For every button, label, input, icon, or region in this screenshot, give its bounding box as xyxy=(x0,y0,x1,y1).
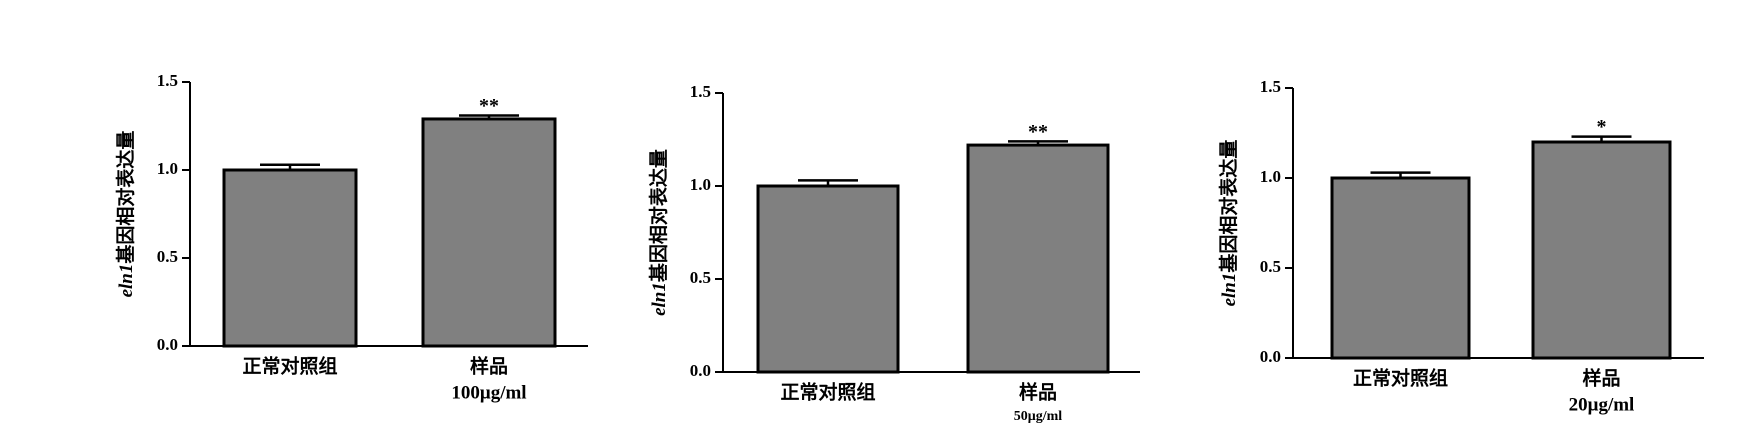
y-tick-label: 0.0 xyxy=(690,361,711,380)
y-axis-label-part: eln1 xyxy=(1219,273,1240,307)
bar xyxy=(222,168,358,348)
y-tick-label: 1.5 xyxy=(690,82,711,101)
y-tick-label: 1.5 xyxy=(157,71,178,90)
y-axis-label-part: eln1 xyxy=(649,282,670,316)
bar xyxy=(1531,140,1672,360)
x-tick-label: 20μg/ml xyxy=(1569,394,1635,415)
y-tick-label: 0.0 xyxy=(1260,347,1281,366)
y-tick-label: 1.0 xyxy=(1260,167,1281,186)
y-axis-label: eln1基因相对表达量 xyxy=(647,149,670,316)
y-axis-label-part: 基因相对表达量 xyxy=(647,149,670,283)
y-tick-label: 0.0 xyxy=(157,335,178,354)
x-tick-label: 正常对照组 xyxy=(242,354,337,377)
x-tick-label: 正常对照组 xyxy=(780,380,875,403)
x-tick-label: 样品 xyxy=(1582,366,1620,389)
bar xyxy=(1330,176,1471,360)
significance-label: ** xyxy=(479,95,499,117)
y-axis-label-part: 基因相对表达量 xyxy=(114,131,137,265)
y-tick-label: 1.5 xyxy=(1260,77,1281,96)
bar xyxy=(966,143,1110,374)
significance-label: ** xyxy=(1028,121,1048,143)
y-axis-label: eln1基因相对表达量 xyxy=(1217,140,1240,307)
x-tick-label: 样品 xyxy=(1019,380,1057,403)
y-tick-label: 0.5 xyxy=(1260,257,1281,276)
bar xyxy=(756,184,900,374)
x-tick-label: 100μg/ml xyxy=(451,382,526,403)
x-tick-label: 50μg/ml xyxy=(1014,409,1062,424)
y-axis-label: eln1基因相对表达量 xyxy=(114,131,137,298)
y-axis-label-part: 基因相对表达量 xyxy=(1217,140,1240,274)
x-tick-label: 样品 xyxy=(470,354,508,377)
x-tick-label: 正常对照组 xyxy=(1353,366,1448,389)
y-tick-label: 1.0 xyxy=(690,175,711,194)
y-tick-label: 1.0 xyxy=(157,159,178,178)
y-tick-label: 0.5 xyxy=(690,268,711,287)
y-tick-label: 0.5 xyxy=(157,247,178,266)
bar xyxy=(421,117,557,348)
y-axis-label-part: eln1 xyxy=(116,264,137,298)
significance-label: * xyxy=(1597,116,1607,138)
